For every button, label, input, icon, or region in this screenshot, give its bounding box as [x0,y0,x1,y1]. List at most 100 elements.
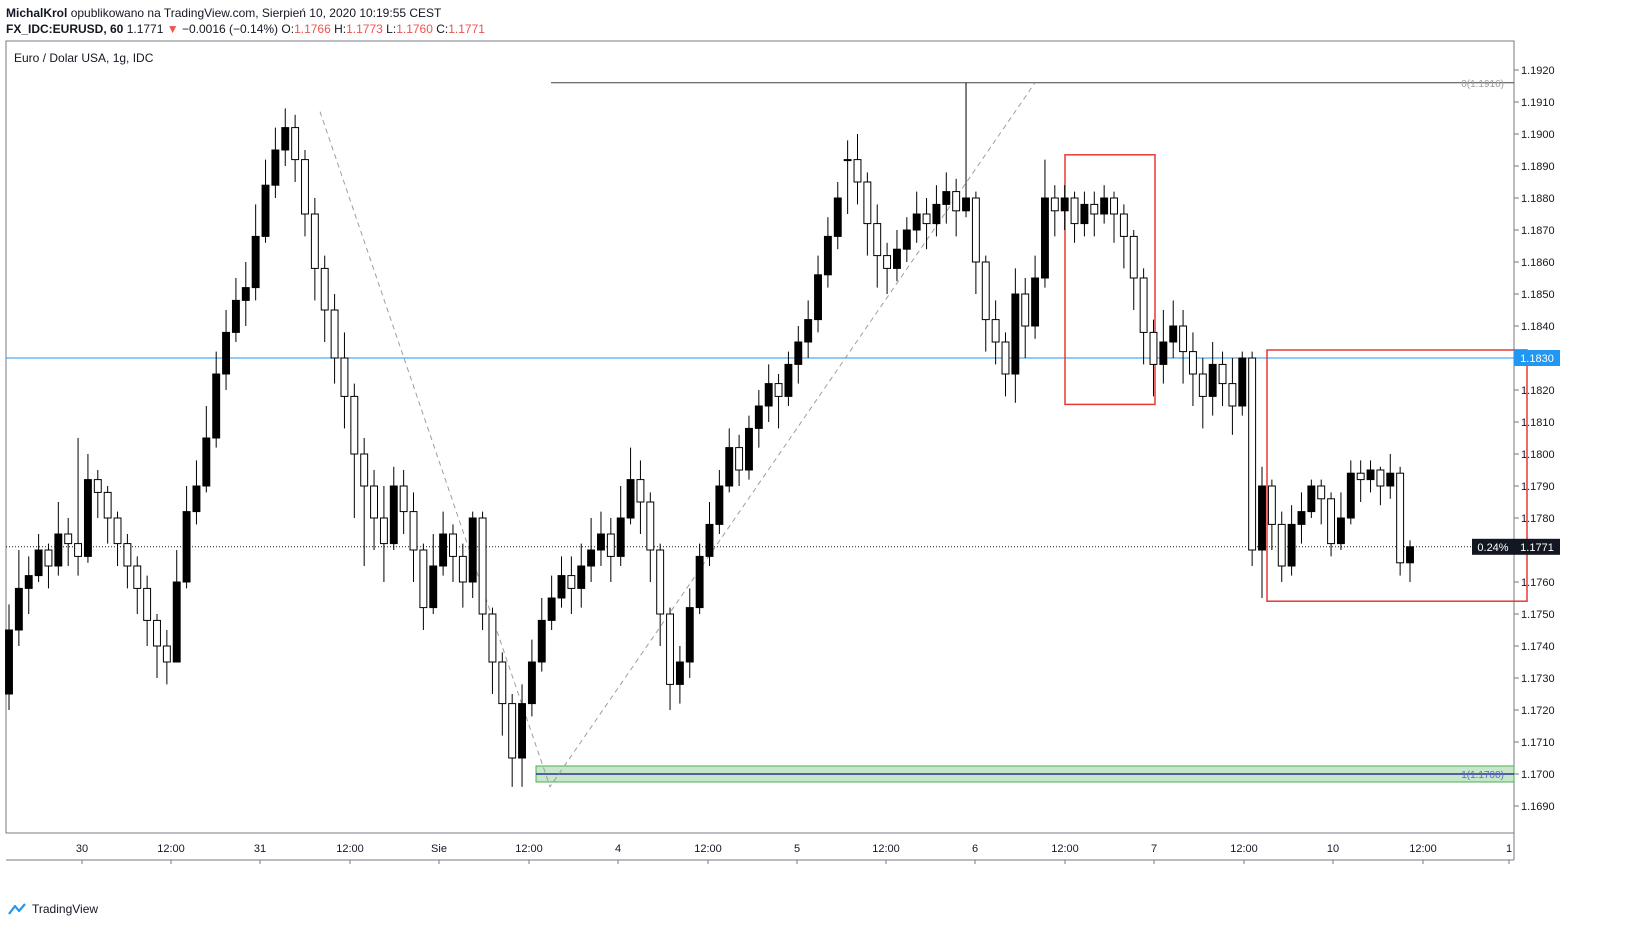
candle-body [488,613,497,663]
candle-body [1031,277,1040,327]
candle-body [1396,472,1405,564]
candle-body [330,309,339,359]
candle-body [83,479,92,557]
candle-body [636,479,645,503]
symbol-label: FX_IDC:EURUSD, 60 [6,22,124,36]
change-value: −0.0016 (−0.14%) [181,22,279,36]
open-value: 1.1766 [294,22,331,36]
candle-body [419,549,428,609]
candle-body [458,555,467,583]
price-labels: 1.1830 0.24% 1.1771 [1472,350,1560,555]
candle-body [685,607,694,663]
low-value: 1.1760 [396,22,433,36]
candle-body [143,587,152,621]
candle-body [508,703,517,759]
price-tick-label: 1.1750 [1521,609,1555,621]
candle-body [804,319,813,343]
time-tick-label: 12:00 [515,843,543,855]
candle-body [735,447,744,471]
close-value: 1.1771 [448,22,485,36]
candle-body [281,127,290,151]
candle-body [715,485,724,525]
price-tick-label: 1.1780 [1521,513,1555,525]
time-tick-label: Sie [431,843,447,855]
candle-body [64,533,73,545]
candle-body [439,533,448,567]
consolidation-box [1064,154,1156,406]
horizontal-line-price-text: 1.1830 [1520,353,1554,365]
current-change-tag [1472,538,1514,555]
price-tick-label: 1.1710 [1521,737,1555,749]
candle-body [656,549,665,615]
candle-body [675,661,684,685]
candle-body [133,565,142,589]
candle-body [360,453,369,487]
candle-body [883,255,892,269]
time-tick-label: 1 [1506,843,1512,855]
candle-body [1050,197,1059,212]
range-box [1266,349,1528,602]
candle-body [1149,331,1158,365]
zigzag-trend-line [319,82,1036,788]
candle-body [1327,498,1336,545]
tradingview-logo[interactable]: TradingView [8,902,98,916]
candle-body [853,159,862,183]
time-tick-label: 12:00 [1051,843,1079,855]
candle-body [922,213,931,225]
candle-body [1346,472,1355,519]
time-tick-label: 5 [794,843,800,855]
candle-body [231,299,240,333]
price-tick-label: 1.1820 [1521,385,1555,397]
time-tick-label: 31 [254,843,266,855]
candle-body [952,191,961,212]
time-tick-label: 30 [76,843,88,855]
candle-body [843,159,852,162]
candle-body [764,383,773,407]
candle-body [251,235,260,289]
candle-body [1119,213,1128,237]
price-tick-label: 1.1860 [1521,257,1555,269]
time-tick-label: 10 [1327,843,1339,855]
publish-info: MichalKrol opublikowano na TradingView.c… [6,6,441,20]
brand-label: TradingView [32,902,99,916]
candle-body [981,261,990,321]
candle-body [745,427,753,471]
price-tick-label: 1.1740 [1521,641,1555,653]
candle-body [1001,341,1010,375]
candle-body [1080,203,1089,225]
candle-body [971,197,980,263]
price-tick-label: 1.1760 [1521,577,1555,589]
candle-body [1139,277,1148,333]
candle-body [1307,485,1316,513]
price-tick-label: 1.1850 [1521,289,1555,301]
candle-body [103,491,112,519]
open-label: O: [281,22,295,36]
candle-body [1376,469,1385,487]
time-axis[interactable]: 30 12:00 31 12:00 Sie 12:00 4 12:00 5 12:00 6 12:00… [76,843,1512,864]
candle-body [1366,469,1375,481]
candle-body [389,485,398,545]
drawings-layer: 1(1.1700) 0(1.1916) [6,79,1528,788]
candle-body [153,619,161,647]
candle-body [468,517,477,583]
candle-body [695,555,704,609]
time-tick-label: 6 [972,843,978,855]
price-tick-label: 1.1810 [1521,417,1555,429]
candle-body [429,565,438,609]
candle-body [320,267,329,311]
time-tick-label: 12:00 [1230,843,1258,855]
publish-text: opublikowano na TradingView.com, Sierpie… [70,6,442,20]
candle-body [1021,293,1030,327]
candle-body [547,597,556,621]
candle-body [192,485,201,513]
candle-body [1238,357,1247,407]
candle-body [14,587,23,631]
author-name[interactable]: MichalKrol [6,6,68,20]
price-axis[interactable]: 1.1920 1.1910 1.1900 1.1890 1.1880 1.1870 1.18… [1514,65,1555,813]
candle-body [557,575,566,599]
candle-body [1060,197,1069,212]
candle-body [1070,197,1079,225]
candle-body [902,229,911,250]
candle-body [814,274,822,321]
